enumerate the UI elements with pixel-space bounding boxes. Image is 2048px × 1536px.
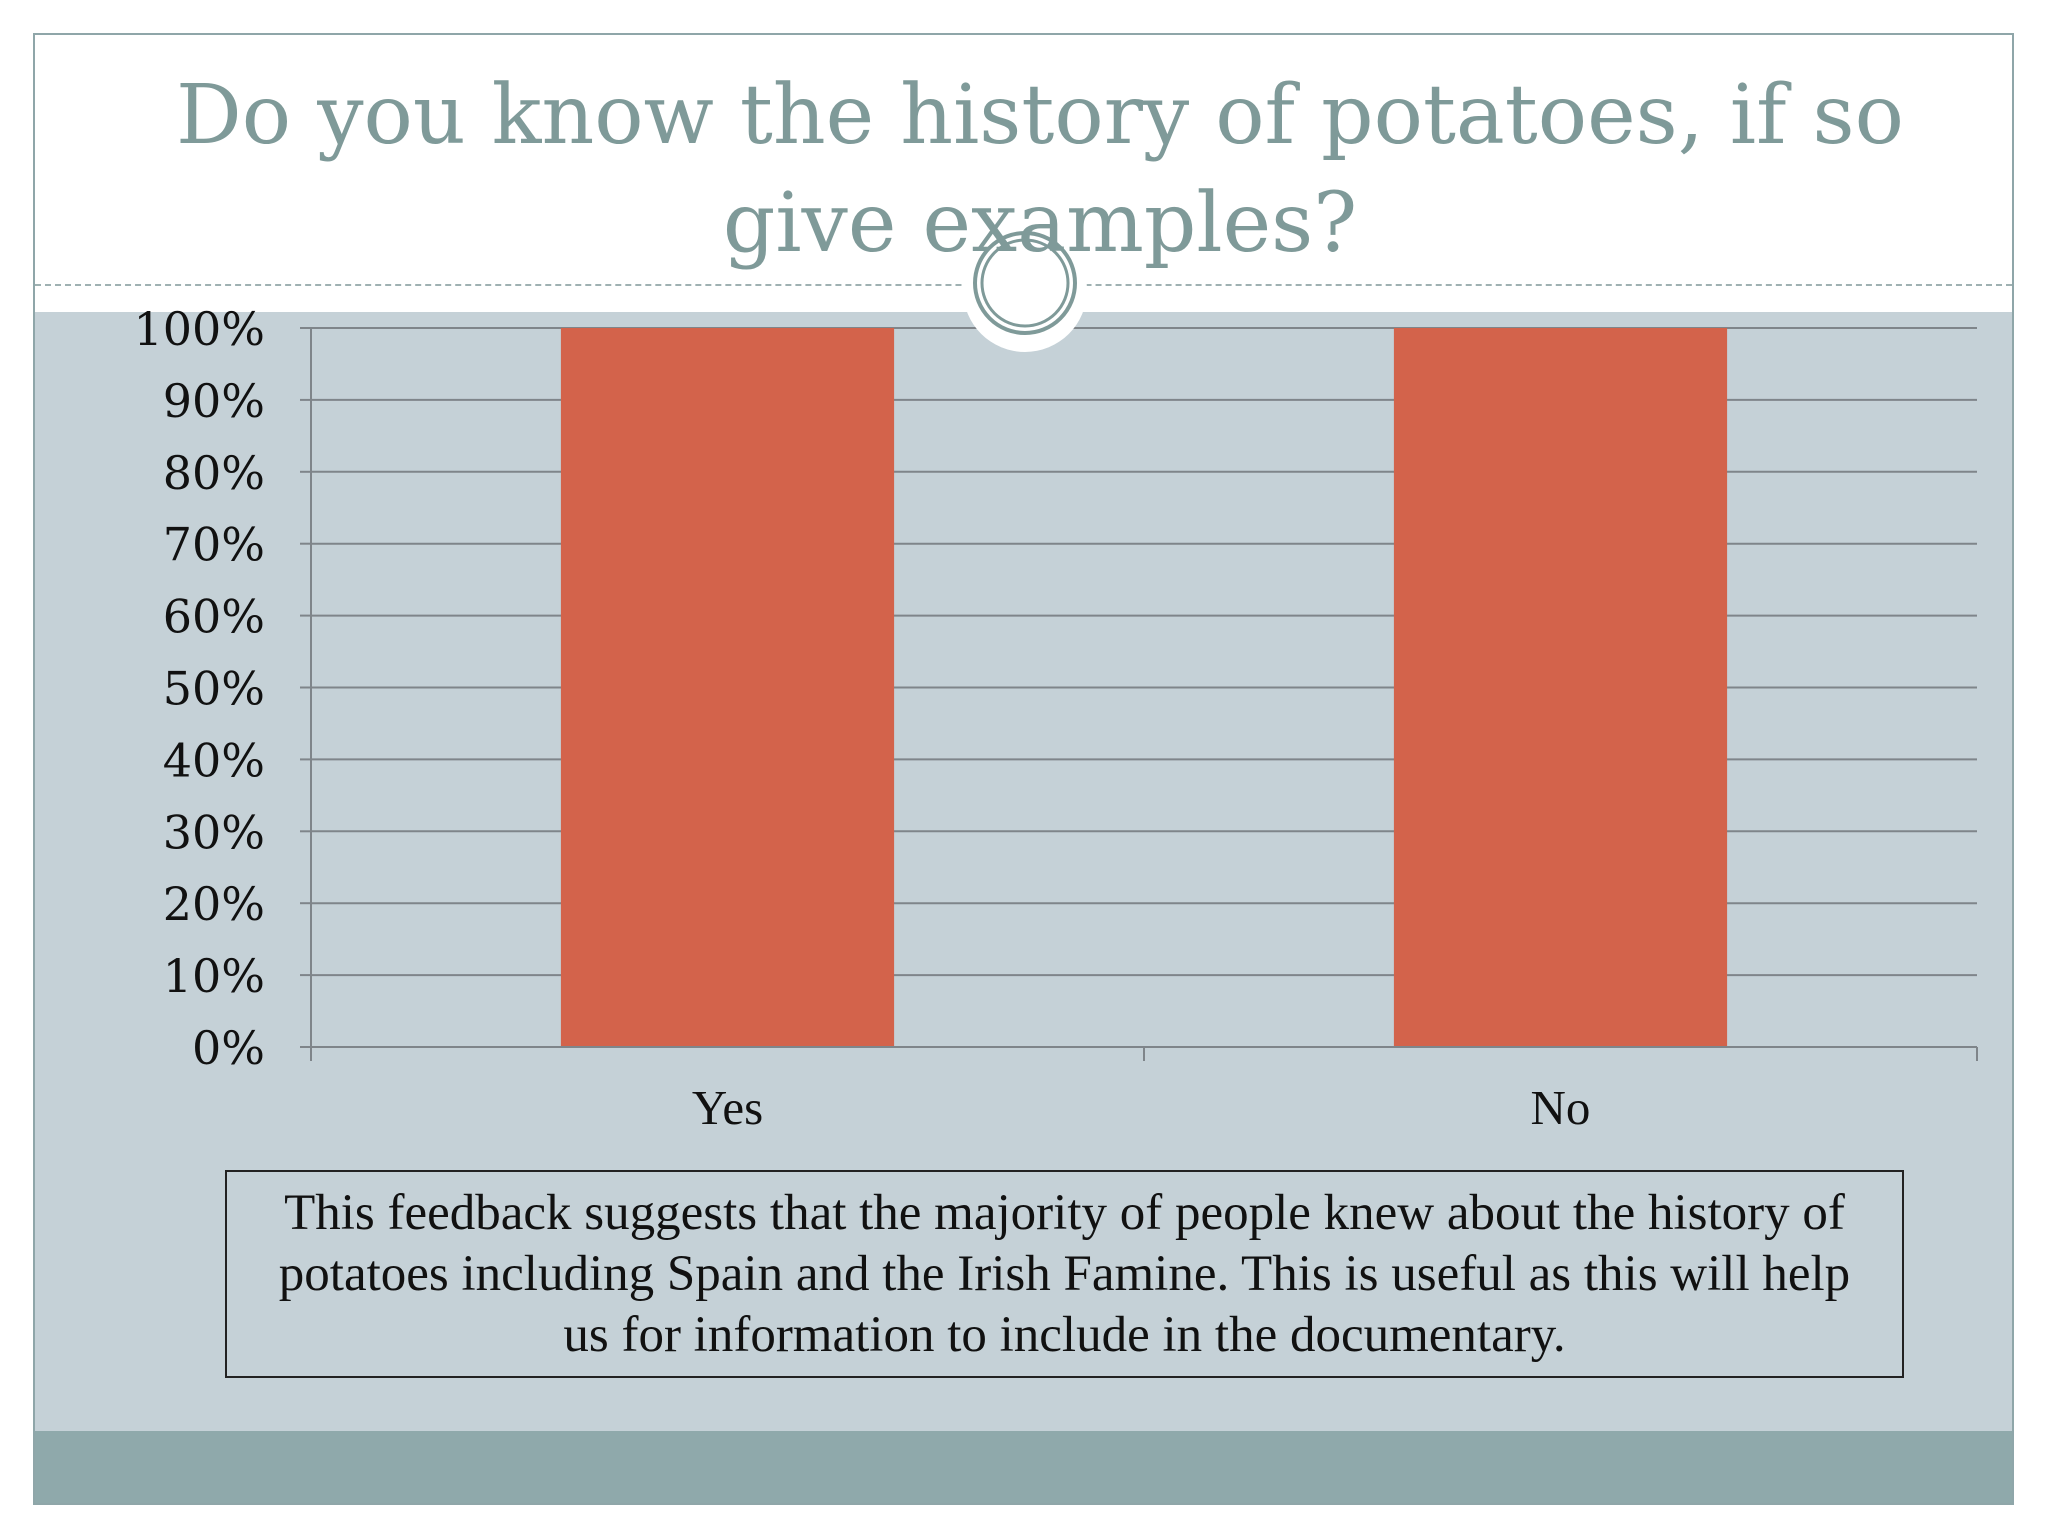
divider-ring-ornament <box>963 228 1087 352</box>
y-tick-label: 0% <box>192 1021 265 1075</box>
caption-box: This feedback suggests that the majority… <box>225 1170 1904 1378</box>
y-tick-label: 20% <box>163 877 265 931</box>
axes <box>300 327 1978 1061</box>
y-tick-label: 40% <box>163 733 265 787</box>
slide-title: Do you know the history of potatoes, if … <box>176 68 1904 271</box>
x-tick-label: No <box>1531 1080 1591 1135</box>
y-tick-label: 50% <box>163 662 265 716</box>
y-tick-label: 10% <box>163 949 265 1003</box>
y-tick-label: 70% <box>163 518 265 572</box>
y-tick-label: 30% <box>163 805 265 859</box>
x-tick-label: Yes <box>692 1080 763 1135</box>
y-tick-label: 80% <box>163 446 265 500</box>
y-tick-label: 100% <box>133 302 265 356</box>
y-tick-label: 60% <box>163 590 265 644</box>
bars <box>560 328 1728 1047</box>
caption-text: This feedback suggests that the majority… <box>278 1184 1851 1363</box>
bar-no <box>1393 328 1728 1047</box>
tick-labels: 0% 10% 20% 30% 40% 50% 60% 70% 80% 90% 100% Yes No <box>133 302 1590 1135</box>
bar-yes <box>560 328 895 1047</box>
y-tick-label: 90% <box>163 374 265 428</box>
footer-band <box>35 1431 2012 1503</box>
